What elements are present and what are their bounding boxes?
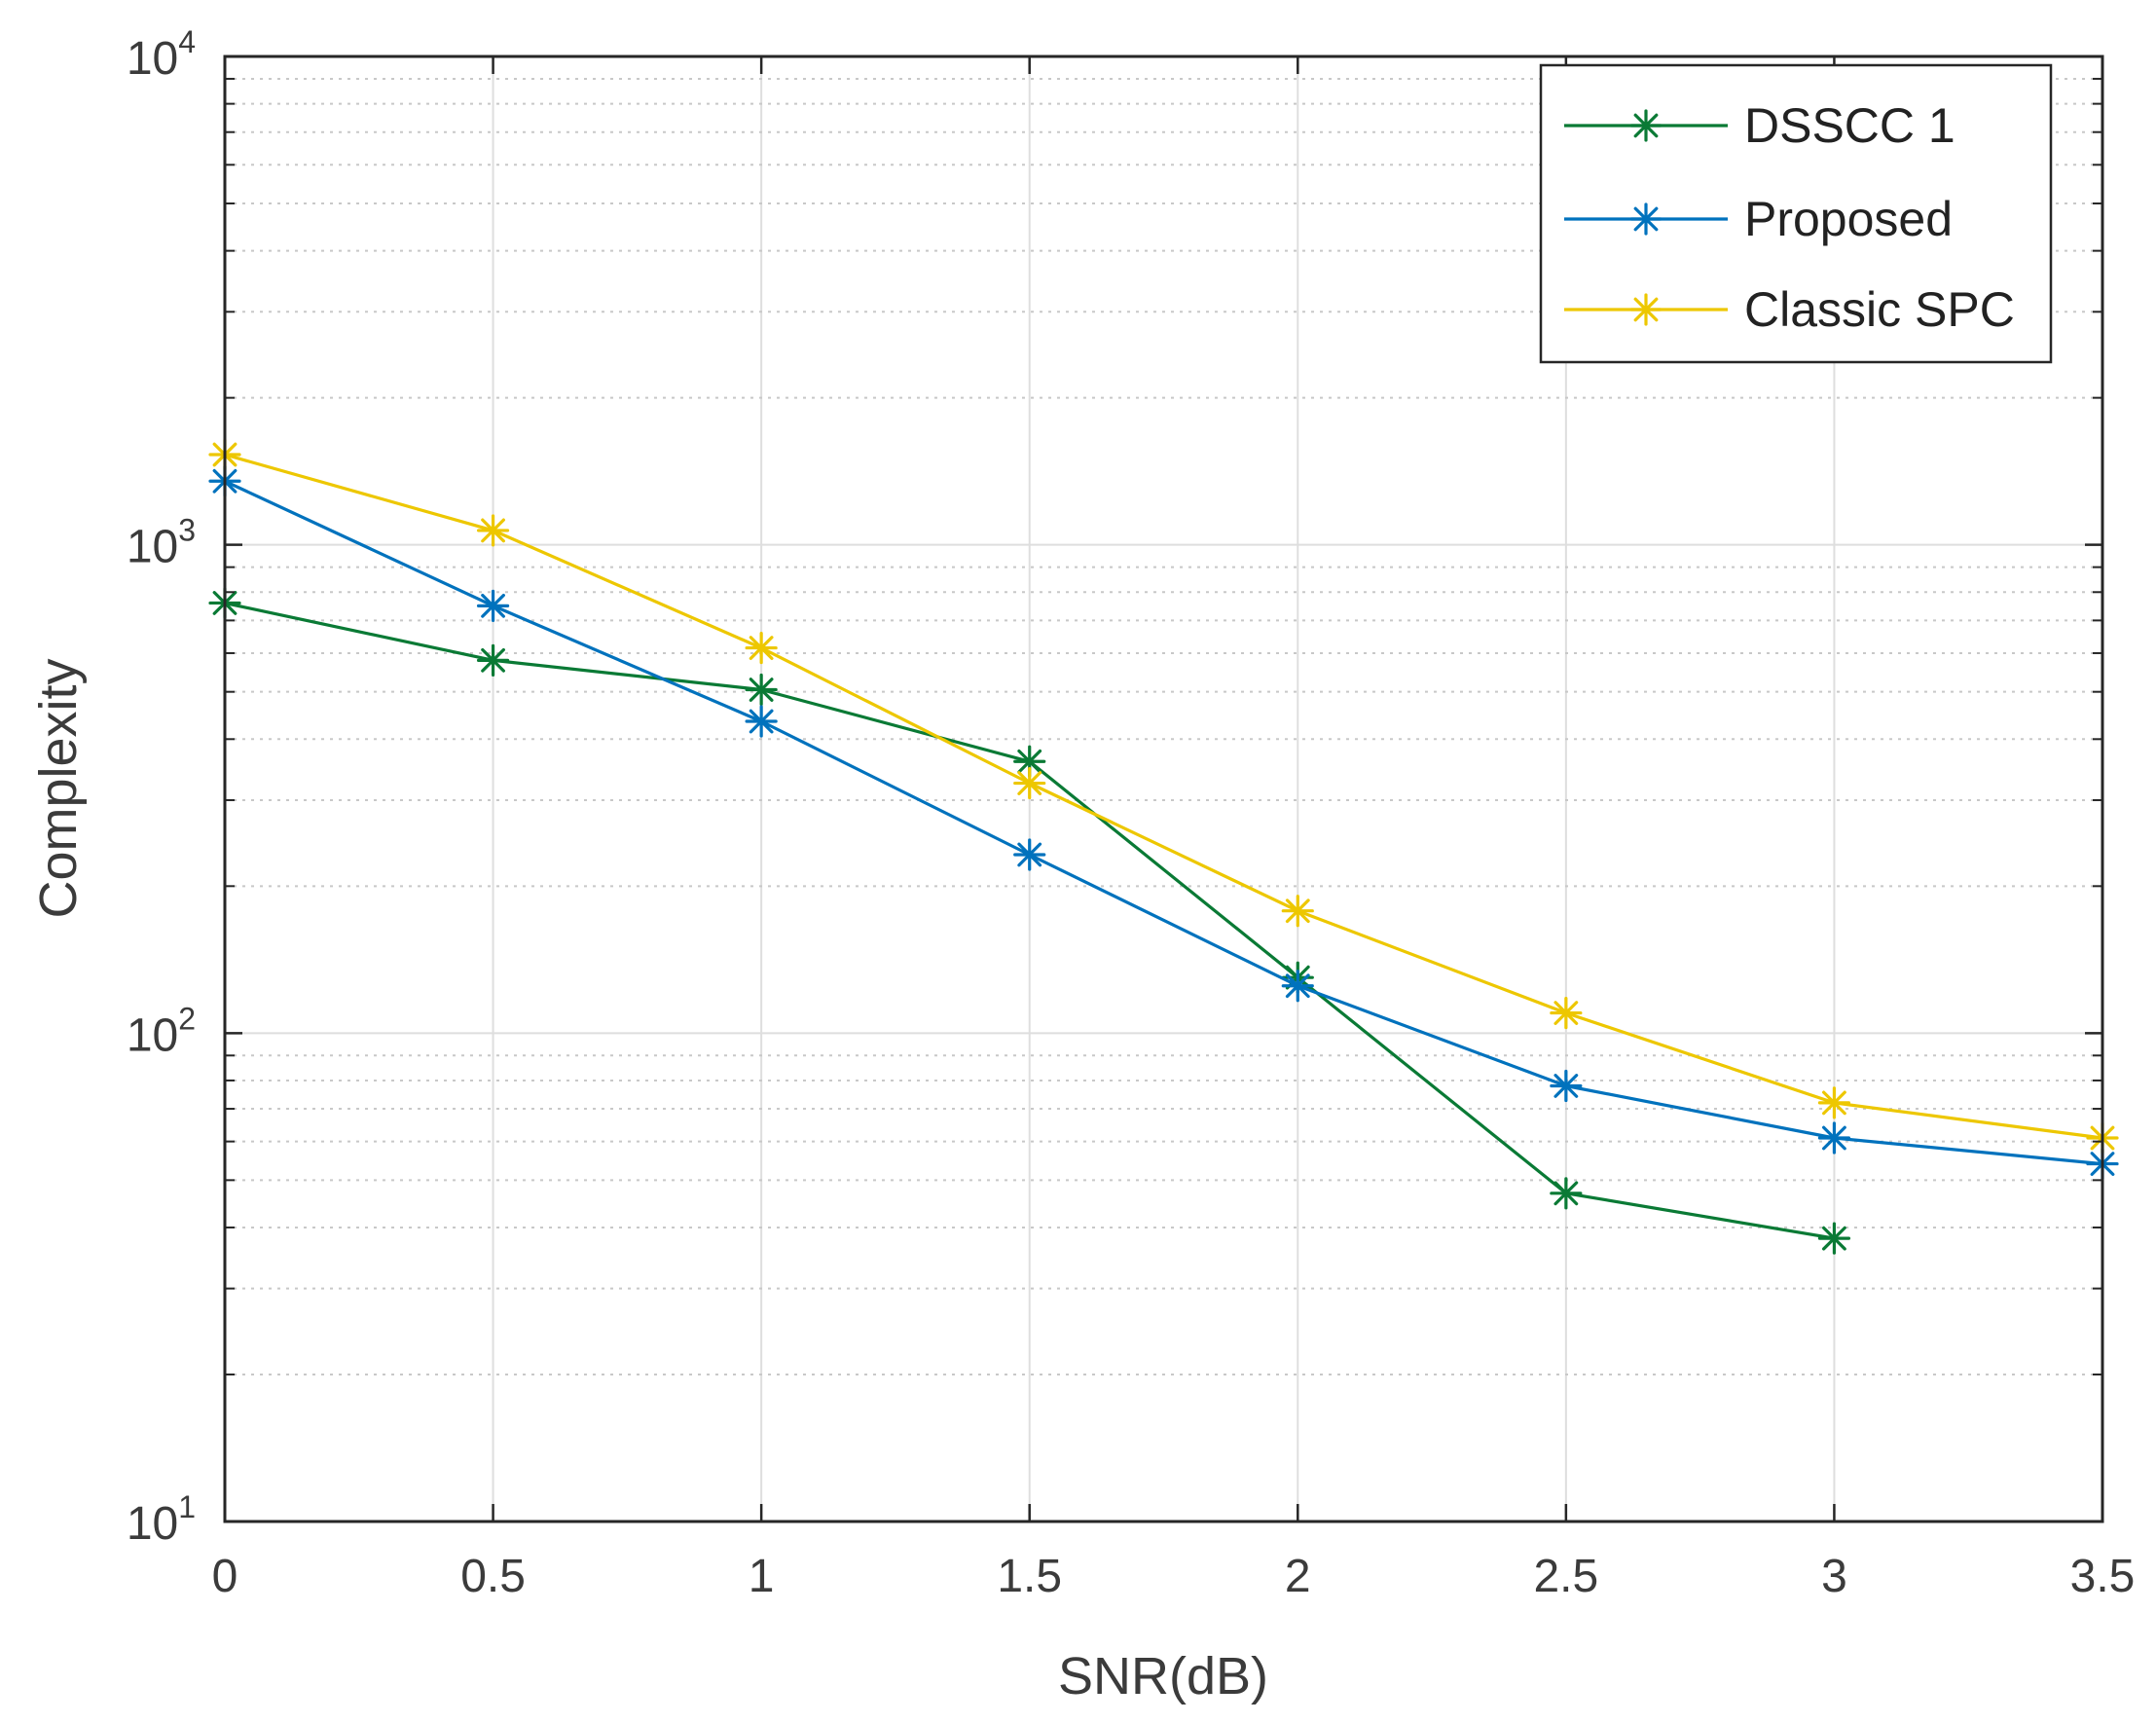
data-point — [1817, 1121, 1851, 1155]
x-tick-label: 0 — [212, 1551, 238, 1602]
x-tick-label: 2.5 — [1533, 1551, 1598, 1602]
legend-box — [1539, 63, 2053, 364]
y-tick-base: 10 — [127, 1009, 178, 1061]
x-axis-label: SNR(dB) — [1058, 1647, 1268, 1705]
data-point — [476, 589, 510, 622]
y-tick-base: 10 — [127, 1498, 178, 1550]
data-point — [745, 705, 778, 738]
data-point — [1013, 838, 1046, 871]
x-tick-label: 1.5 — [997, 1551, 1062, 1602]
y-tick-exponent: 4 — [178, 24, 196, 59]
data-point — [1013, 766, 1046, 800]
y-tick-base: 10 — [127, 522, 178, 573]
axes-box — [223, 55, 2104, 1523]
y-tick-label: 101 — [127, 1489, 196, 1550]
series-line-1 — [224, 479, 2103, 1166]
y-tick-exponent: 1 — [178, 1489, 196, 1524]
data-point — [1550, 1069, 1583, 1103]
data-point — [1281, 895, 1314, 928]
y-tick-label: 103 — [127, 513, 196, 573]
series-line-2 — [224, 453, 2103, 1140]
x-tick-label: 2 — [1285, 1551, 1311, 1602]
data-point — [476, 514, 510, 547]
legend-marker — [1629, 202, 1663, 236]
data-point — [1281, 970, 1314, 1003]
legend-label: Proposed — [1744, 192, 1953, 246]
x-tick-label: 3 — [1821, 1551, 1847, 1602]
x-tick-label: 1 — [749, 1551, 775, 1602]
y-axis-label: Complexity — [29, 658, 88, 918]
data-point — [1817, 1222, 1851, 1255]
x-tick-label: 3.5 — [2070, 1551, 2136, 1602]
legend: DSSCC 1 Proposed Classic SPC — [1539, 63, 2053, 364]
legend-label: DSSCC 1 — [1744, 98, 1955, 153]
y-tick-exponent: 2 — [178, 1001, 196, 1036]
y-tick-label: 104 — [127, 24, 196, 85]
data-point — [745, 673, 778, 707]
y-tick-exponent: 3 — [178, 513, 196, 548]
data-point — [745, 631, 778, 665]
legend-marker — [1629, 293, 1663, 326]
data-point — [1550, 996, 1583, 1030]
y-tick-label: 102 — [127, 1001, 196, 1061]
legend-label: Classic SPC — [1744, 282, 2015, 337]
data-point — [476, 643, 510, 677]
legend-marker — [1629, 109, 1663, 142]
y-tick-base: 10 — [127, 33, 178, 85]
data-point — [1550, 1177, 1583, 1210]
x-tick-label: 0.5 — [460, 1551, 526, 1602]
data-point — [1817, 1086, 1851, 1119]
